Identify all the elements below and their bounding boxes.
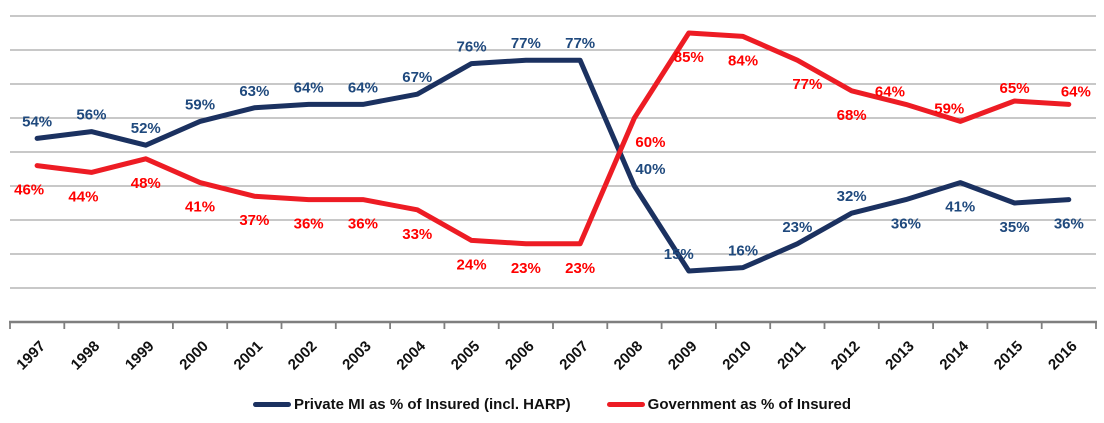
data-label: 40% [635, 161, 665, 178]
plot-area: 1997 1998 1999 2000 2001 2002 2003 2004 2005 2006… [9, 15, 1097, 374]
data-label: 60% [635, 134, 665, 151]
x-tick-label: 2010 [719, 338, 755, 374]
data-label: 64% [348, 79, 378, 96]
data-label: 15% [664, 246, 694, 263]
data-label: 85% [674, 49, 704, 66]
data-label: 46% [14, 182, 44, 199]
data-label: 76% [457, 39, 487, 56]
x-tick-label: 2015 [991, 338, 1027, 374]
x-tick-label: 2006 [502, 338, 538, 374]
data-label: 41% [185, 199, 215, 216]
data-label: 67% [402, 69, 432, 86]
data-label: 23% [511, 260, 541, 277]
x-tick-label: 2014 [936, 337, 972, 373]
data-label: 64% [875, 83, 905, 100]
data-label: 54% [22, 113, 52, 130]
series-line-private-mi [34, 57, 1072, 274]
data-label: 59% [185, 96, 215, 113]
data-label: 36% [891, 216, 921, 233]
data-label: 23% [565, 260, 595, 277]
legend-label-government: Government as % of Insured [647, 395, 852, 413]
data-label: 84% [728, 52, 758, 69]
series-line-government [34, 30, 1072, 247]
data-label: 63% [239, 83, 269, 100]
data-label: 64% [294, 79, 324, 96]
x-tick-label: 1998 [68, 338, 104, 374]
data-label: 37% [239, 212, 269, 229]
data-label: 23% [782, 219, 812, 236]
data-label: 77% [565, 35, 595, 52]
x-tick-label: 2003 [339, 338, 375, 374]
legend-label-private-mi: Private MI as % of Insured (incl. HARP) [293, 395, 571, 413]
data-label: 65% [1000, 80, 1030, 97]
x-tick-label: 2008 [611, 338, 647, 374]
data-label: 32% [837, 188, 867, 205]
x-tick-label: 2013 [882, 338, 918, 374]
data-label: 36% [348, 216, 378, 233]
x-tick-label: 2011 [774, 338, 809, 373]
x-tick-label: 1999 [122, 338, 158, 374]
data-label: 35% [1000, 219, 1030, 236]
data-label: 64% [1061, 83, 1091, 100]
x-tick-label: 2002 [285, 338, 321, 374]
data-label: 48% [131, 175, 161, 192]
x-tick-label: 2016 [1045, 338, 1081, 374]
data-label: 52% [131, 120, 161, 137]
x-tick-label: 2000 [176, 338, 212, 374]
data-label: 77% [792, 76, 822, 93]
data-label: 68% [837, 107, 867, 124]
data-label: 24% [457, 256, 487, 273]
data-label: 36% [1054, 216, 1084, 233]
data-label: 41% [945, 199, 975, 216]
data-label: 77% [511, 35, 541, 52]
x-tick-label: 2009 [665, 338, 701, 374]
data-label: 56% [76, 107, 106, 124]
x-tick-label: 2001 [231, 338, 267, 374]
x-tick-label: 1997 [13, 338, 49, 374]
data-label: 16% [728, 243, 758, 260]
data-label: 33% [402, 226, 432, 243]
data-label: 44% [68, 188, 98, 205]
x-tick-label: 2004 [393, 337, 429, 373]
x-tick-label: 2007 [556, 338, 592, 374]
data-label: 59% [934, 100, 964, 117]
legend-swatch-private-mi-line [252, 401, 291, 407]
x-tick-label: 2012 [828, 338, 864, 374]
chart-legend: Private MI as % of Insured (incl. HARP) … [0, 385, 1104, 423]
legend-item-private-mi: Private MI as % of Insured (incl. HARP) [252, 395, 571, 413]
x-tick-label: 2005 [448, 338, 484, 374]
data-label: 36% [294, 216, 324, 233]
legend-swatch-government-line [606, 401, 645, 407]
legend-item-government: Government as % of Insured [606, 395, 852, 413]
